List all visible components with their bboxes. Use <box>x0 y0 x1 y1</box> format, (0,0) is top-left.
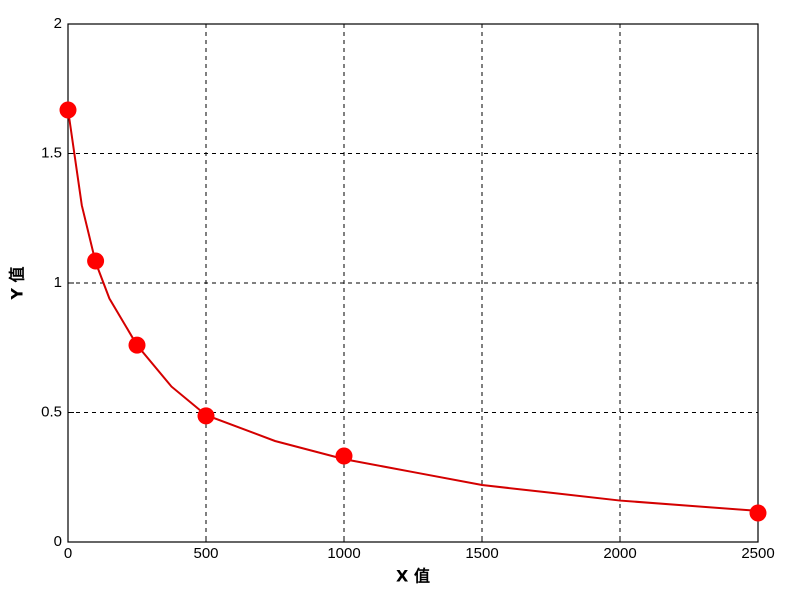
x-tick-label: 2500 <box>741 545 774 562</box>
y-axis-label: Y 值 <box>8 266 27 300</box>
x-tick-label: 1000 <box>327 545 360 562</box>
x-tick-label: 2000 <box>603 545 636 562</box>
x-tick-label: 1500 <box>465 545 498 562</box>
y-tick-label: 0 <box>54 533 62 550</box>
data-point <box>335 447 353 465</box>
x-tick-label: 0 <box>64 545 72 562</box>
y-tick-label: 2 <box>54 15 62 32</box>
x-tick-label: 500 <box>193 545 218 562</box>
data-point <box>59 101 77 119</box>
plot-frame <box>67 23 759 543</box>
y-tick-label: 0.5 <box>41 403 62 420</box>
y-tick-label: 1.5 <box>41 144 62 161</box>
data-point <box>128 336 146 354</box>
fit-curve <box>67 109 759 512</box>
data-point <box>87 252 105 270</box>
data-point <box>197 407 215 425</box>
x-axis-label: X 值 <box>396 567 430 586</box>
y-tick-label: 1 <box>54 274 62 291</box>
data-point <box>749 504 767 522</box>
